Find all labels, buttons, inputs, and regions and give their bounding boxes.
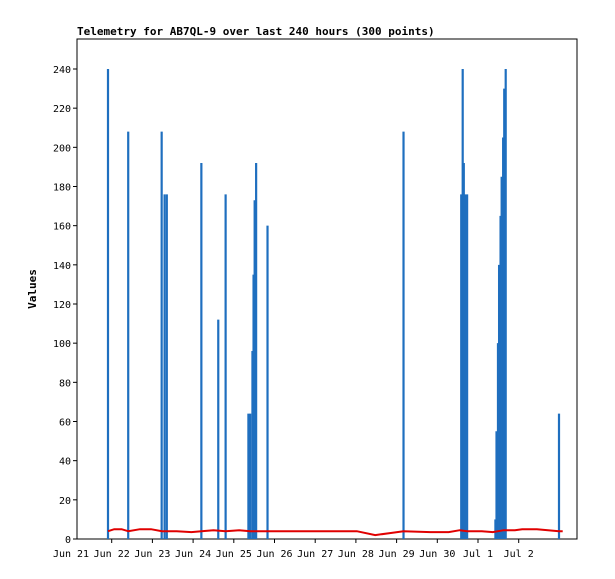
y-tick-label: 200 <box>53 143 71 154</box>
x-tick-label: Jun 21 <box>53 549 89 560</box>
y-tick-label: 20 <box>59 496 71 507</box>
red-series-line <box>107 528 563 537</box>
x-tick-label: Jun 30 <box>419 549 455 560</box>
x-tick-label: Jun 23 <box>134 549 170 560</box>
y-tick-label: 180 <box>53 183 71 194</box>
y-tick-label: 0 <box>65 535 71 546</box>
y-tick-label: 60 <box>59 418 71 429</box>
x-tick-label: Jul 2 <box>504 549 534 560</box>
x-tick-label: Jun 24 <box>175 549 211 560</box>
x-tick-label: Jul 1 <box>463 549 493 560</box>
x-tick-label: Jun 22 <box>94 549 130 560</box>
y-tick-label: 220 <box>53 104 71 115</box>
y-tick-label: 80 <box>59 378 71 389</box>
y-tick-label: 140 <box>53 261 71 272</box>
y-tick-label: 40 <box>59 457 71 468</box>
x-axis: Jun 21 Jun 22 Jun 23 Jun 24 Jun 25 Jun 26 Jun … <box>53 539 534 560</box>
x-tick-label: Jun 28 <box>338 549 374 560</box>
y-tick-label: 100 <box>53 339 71 350</box>
y-axis: 0 20 40 60 80 100 120 140 160 180 200 220 240 <box>53 65 77 546</box>
x-tick-label: Jun 26 <box>256 549 292 560</box>
y-tick-label: 240 <box>53 65 71 76</box>
y-tick-label: 120 <box>53 300 71 311</box>
series-layer <box>106 69 563 539</box>
x-tick-label: Jun 27 <box>297 549 333 560</box>
chart-title: Telemetry for AB7QL-9 over last 240 hour… <box>77 25 435 38</box>
y-axis-label: Values <box>26 269 39 309</box>
y-tick-label: 160 <box>53 222 71 233</box>
x-tick-label: Jun 25 <box>216 549 252 560</box>
x-tick-label: Jun 29 <box>379 549 415 560</box>
plot-frame <box>76 38 578 540</box>
